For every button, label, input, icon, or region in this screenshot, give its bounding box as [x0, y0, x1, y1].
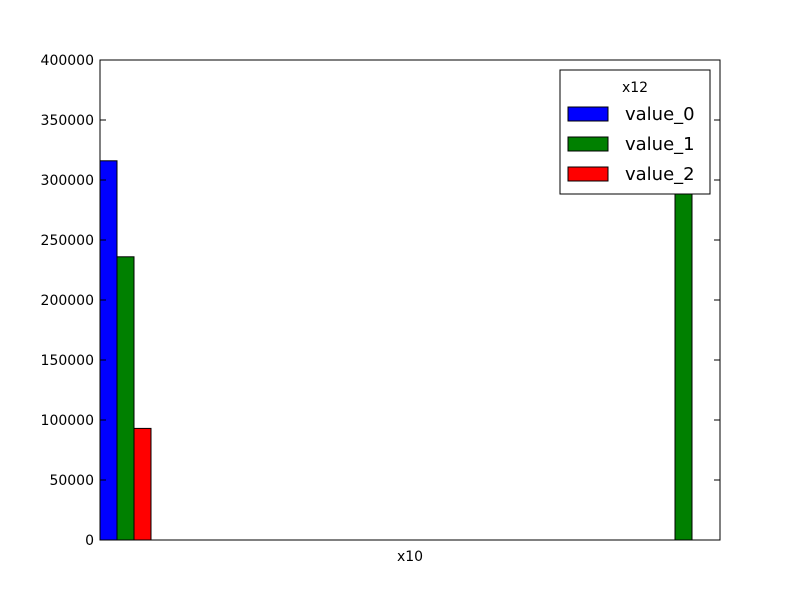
bar-value_1-group-9 [674, 179, 693, 541]
y-tick-label-100000: 100000 [41, 413, 94, 429]
legend-title: x12 [622, 80, 648, 96]
bar-value_0-group-0 [99, 160, 118, 541]
y-tick-label-250000: 250000 [41, 233, 94, 249]
y-tick-label-0: 0 [85, 533, 94, 549]
y-axis: 0 50000 100000 150000 200000 250000 300000 3500… [41, 53, 720, 549]
x-axis-title: x10 [397, 549, 423, 565]
legend-label-value_1: value_1 [625, 134, 695, 155]
y-tick-label-150000: 150000 [41, 353, 94, 369]
legend: x12 value_0 value_1 value_2 [559, 69, 711, 195]
legend-swatch-value_0 [567, 106, 609, 122]
y-tick-label-400000: 400000 [41, 53, 94, 69]
legend-label-value_0: value_0 [625, 104, 695, 125]
legend-items: value_0 value_1 value_2 [567, 104, 695, 185]
y-tick-label-50000: 50000 [49, 473, 94, 489]
legend-label-value_2: value_2 [625, 164, 695, 185]
bars-layer [99, 160, 693, 541]
legend-swatch-value_2 [567, 166, 609, 182]
bar-value_1-group-0 [116, 256, 135, 541]
y-tick-label-200000: 200000 [41, 293, 94, 309]
legend-swatch-value_1 [567, 136, 609, 152]
bar-value_2-group-0 [133, 427, 152, 541]
y-tick-label-350000: 350000 [41, 113, 94, 129]
y-tick-label-300000: 300000 [41, 173, 94, 189]
